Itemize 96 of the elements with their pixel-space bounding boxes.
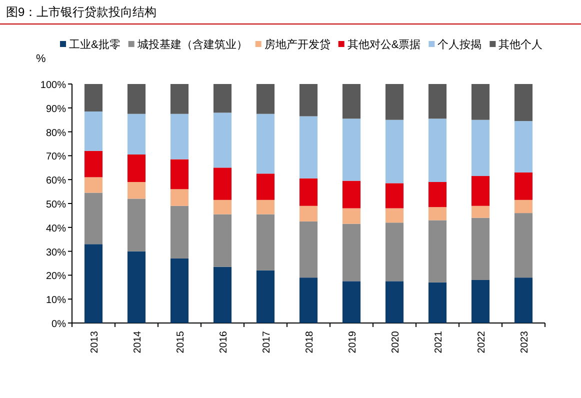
- bar: [342, 180, 361, 208]
- bar: [342, 224, 361, 282]
- bar: [256, 270, 275, 323]
- bar: [127, 154, 146, 182]
- bar: [385, 222, 404, 282]
- y-tick-label: 60%: [46, 176, 66, 187]
- bar: [170, 159, 189, 190]
- bar: [514, 172, 533, 200]
- bar: [471, 84, 490, 120]
- bar: [385, 120, 404, 184]
- bar: [256, 84, 275, 114]
- bar: [299, 84, 318, 116]
- bar: [84, 192, 103, 244]
- y-tick-label: 100%: [40, 80, 66, 91]
- bar: [428, 118, 447, 182]
- bar: [170, 84, 189, 114]
- bar: [514, 200, 533, 214]
- bar: [514, 84, 533, 122]
- bar: [299, 221, 318, 278]
- bar: [127, 251, 146, 323]
- bar: [84, 177, 103, 193]
- legend-label: 房地产开发贷: [264, 38, 330, 51]
- bar: [428, 182, 447, 208]
- y-tick-label: 70%: [46, 152, 66, 163]
- bar: [471, 176, 490, 206]
- bar: [342, 118, 361, 181]
- x-tick-label: 2021: [434, 330, 444, 354]
- bar: [514, 121, 533, 172]
- bar: [84, 244, 103, 323]
- bar: [299, 206, 318, 222]
- bar: [170, 189, 189, 206]
- y-tick-label: 20%: [46, 271, 66, 282]
- bar: [84, 150, 103, 178]
- bar: [514, 278, 533, 323]
- bar: [170, 114, 189, 160]
- x-tick-label: 2013: [90, 330, 100, 354]
- y-tick-label: 90%: [46, 104, 66, 115]
- bar: [127, 114, 146, 155]
- y-tick-label: 40%: [46, 223, 66, 234]
- x-tick-label: 2018: [304, 330, 316, 354]
- bar: [471, 280, 490, 323]
- y-tick-label: 50%: [46, 200, 66, 210]
- legend-label: 城投基建（含建筑业）: [136, 38, 248, 51]
- bar: [170, 258, 189, 323]
- bar: [84, 111, 103, 151]
- bar: [342, 281, 361, 323]
- bar: [213, 214, 232, 267]
- x-tick-label: 2017: [262, 330, 272, 354]
- x-tick-label: 2023: [520, 330, 530, 354]
- bar: [213, 84, 232, 113]
- bar: [385, 84, 404, 120]
- bar: [256, 200, 275, 214]
- bar: [84, 84, 103, 112]
- bar: [299, 178, 318, 206]
- x-tick-label: 2016: [218, 330, 230, 354]
- bar: [385, 281, 404, 323]
- legend-label: 其他个人: [498, 38, 543, 51]
- x-tick-label: 2022: [476, 330, 488, 354]
- bar: [213, 112, 232, 168]
- bar: [256, 214, 275, 270]
- bar: [514, 213, 533, 278]
- y-axis-title: %: [36, 53, 46, 65]
- y-tick-label: 0%: [52, 319, 66, 330]
- bar: [299, 116, 318, 178]
- bar: [299, 278, 318, 323]
- bar: [471, 120, 490, 176]
- chart-title: 图9：上市银行贷款投向结构: [6, 5, 157, 19]
- x-tick-label: 2019: [348, 330, 358, 354]
- bar: [471, 206, 490, 218]
- bar: [342, 84, 361, 119]
- bar: [428, 207, 447, 220]
- legend-label: 其他对公&票据: [347, 38, 421, 51]
- bar: [127, 84, 146, 114]
- bar: [213, 168, 232, 200]
- bar: [127, 198, 146, 252]
- bar: [471, 218, 490, 280]
- bar: [428, 84, 447, 119]
- bar: [428, 220, 447, 282]
- y-tick-label: 10%: [46, 295, 66, 306]
- bar: [256, 114, 275, 174]
- bar: [428, 282, 447, 323]
- bar: [213, 266, 232, 323]
- y-tick-label: 80%: [46, 128, 66, 139]
- x-tick-label: 2015: [176, 330, 186, 354]
- bar: [385, 208, 404, 223]
- bar: [127, 182, 146, 199]
- bar: [342, 208, 361, 224]
- legend-label: 个人按揭: [438, 38, 482, 51]
- legend-label: 工业&批零: [69, 38, 120, 51]
- bar: [170, 206, 189, 258]
- y-tick-label: 30%: [46, 247, 66, 258]
- bar: [213, 200, 232, 214]
- x-tick-label: 2020: [390, 330, 402, 354]
- bar: [385, 183, 404, 208]
- x-tick-label: 2014: [132, 330, 144, 354]
- bar: [256, 174, 275, 200]
